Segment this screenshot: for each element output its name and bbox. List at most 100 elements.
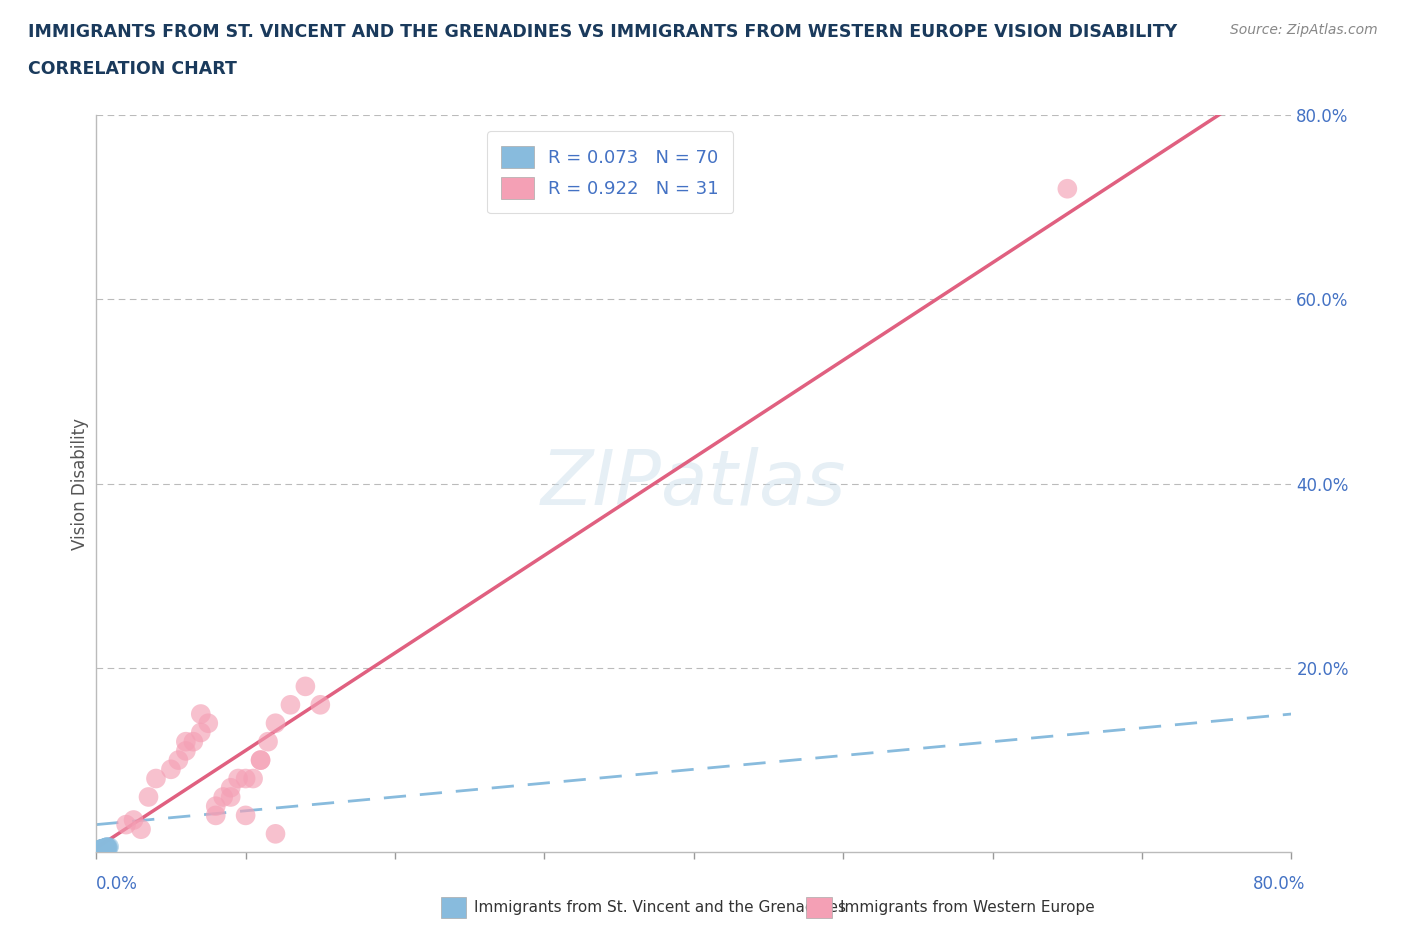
Point bbox=[93, 841, 115, 856]
Point bbox=[138, 790, 160, 804]
Text: Source: ZipAtlas.com: Source: ZipAtlas.com bbox=[1230, 23, 1378, 37]
Point bbox=[90, 842, 112, 857]
Point bbox=[91, 841, 114, 856]
Point bbox=[93, 841, 115, 856]
Text: Immigrants from St. Vincent and the Grenadines: Immigrants from St. Vincent and the Gren… bbox=[474, 900, 846, 915]
Point bbox=[226, 771, 249, 786]
Point bbox=[91, 841, 114, 856]
Point bbox=[91, 842, 114, 857]
Point bbox=[122, 813, 145, 828]
Point bbox=[91, 841, 114, 856]
Point bbox=[94, 841, 117, 856]
Point bbox=[93, 841, 115, 856]
Text: CORRELATION CHART: CORRELATION CHART bbox=[28, 60, 238, 78]
Point bbox=[280, 698, 302, 712]
Point bbox=[91, 842, 114, 857]
Point bbox=[96, 840, 118, 855]
Point bbox=[91, 842, 114, 857]
Point bbox=[89, 843, 111, 857]
Point bbox=[96, 839, 118, 854]
Point bbox=[93, 841, 115, 856]
Point bbox=[93, 841, 115, 856]
Point bbox=[1056, 181, 1078, 196]
Point bbox=[91, 843, 114, 857]
Point bbox=[94, 840, 117, 855]
Point bbox=[91, 841, 114, 856]
Point bbox=[309, 698, 332, 712]
Point bbox=[94, 841, 117, 856]
Point bbox=[90, 842, 112, 857]
Point bbox=[145, 771, 167, 786]
Point bbox=[264, 716, 287, 731]
Point bbox=[235, 808, 257, 823]
Point bbox=[91, 841, 114, 856]
Point bbox=[93, 841, 115, 856]
Point bbox=[212, 790, 235, 804]
Point bbox=[90, 841, 112, 856]
Text: 0.0%: 0.0% bbox=[96, 875, 138, 893]
Point bbox=[97, 839, 120, 854]
Point bbox=[249, 752, 271, 767]
Point bbox=[93, 841, 115, 856]
Point bbox=[93, 841, 115, 856]
Y-axis label: Vision Disability: Vision Disability bbox=[72, 418, 89, 550]
Point bbox=[93, 841, 115, 856]
Text: ZIPatlas: ZIPatlas bbox=[541, 446, 846, 521]
Point bbox=[90, 843, 112, 857]
Point bbox=[94, 841, 117, 856]
Point bbox=[93, 841, 115, 856]
Point bbox=[204, 799, 226, 814]
Point bbox=[96, 840, 118, 855]
Point bbox=[93, 842, 115, 857]
Point bbox=[91, 842, 114, 857]
Point bbox=[93, 841, 115, 856]
Point bbox=[90, 841, 112, 856]
Point bbox=[167, 752, 190, 767]
Point bbox=[90, 843, 112, 857]
Point bbox=[93, 841, 115, 856]
Point bbox=[160, 762, 183, 777]
Point bbox=[249, 752, 271, 767]
Point bbox=[129, 822, 152, 837]
Point bbox=[90, 842, 112, 857]
Point bbox=[96, 840, 118, 855]
Point bbox=[94, 840, 117, 855]
Point bbox=[190, 707, 212, 722]
Point bbox=[90, 842, 112, 857]
Point bbox=[91, 841, 114, 856]
Point bbox=[219, 790, 242, 804]
Point bbox=[190, 725, 212, 740]
Point bbox=[204, 808, 226, 823]
Point bbox=[294, 679, 316, 694]
Point bbox=[91, 842, 114, 857]
Point bbox=[89, 843, 111, 857]
Point bbox=[90, 842, 112, 857]
Point bbox=[90, 843, 112, 857]
Point bbox=[98, 839, 121, 854]
Point bbox=[96, 839, 118, 854]
Point bbox=[97, 841, 120, 856]
Point bbox=[91, 842, 114, 857]
Point bbox=[235, 771, 257, 786]
Point bbox=[91, 841, 114, 856]
Point bbox=[94, 840, 117, 855]
Point bbox=[115, 817, 138, 832]
Point bbox=[91, 841, 114, 856]
Point bbox=[94, 840, 117, 855]
Point bbox=[94, 840, 117, 855]
Point bbox=[93, 842, 115, 857]
Point bbox=[174, 743, 197, 758]
Text: IMMIGRANTS FROM ST. VINCENT AND THE GRENADINES VS IMMIGRANTS FROM WESTERN EUROPE: IMMIGRANTS FROM ST. VINCENT AND THE GREN… bbox=[28, 23, 1177, 41]
Point bbox=[96, 839, 118, 854]
Point bbox=[174, 734, 197, 749]
Point bbox=[90, 842, 112, 857]
Point bbox=[91, 841, 114, 856]
Point bbox=[90, 843, 112, 857]
Text: 80.0%: 80.0% bbox=[1253, 875, 1306, 893]
Point bbox=[94, 841, 117, 856]
Point bbox=[90, 843, 112, 857]
Legend: R = 0.073   N = 70, R = 0.922   N = 31: R = 0.073 N = 70, R = 0.922 N = 31 bbox=[486, 131, 734, 213]
Text: Immigrants from Western Europe: Immigrants from Western Europe bbox=[839, 900, 1095, 915]
Point bbox=[93, 841, 115, 856]
Point bbox=[94, 840, 117, 855]
